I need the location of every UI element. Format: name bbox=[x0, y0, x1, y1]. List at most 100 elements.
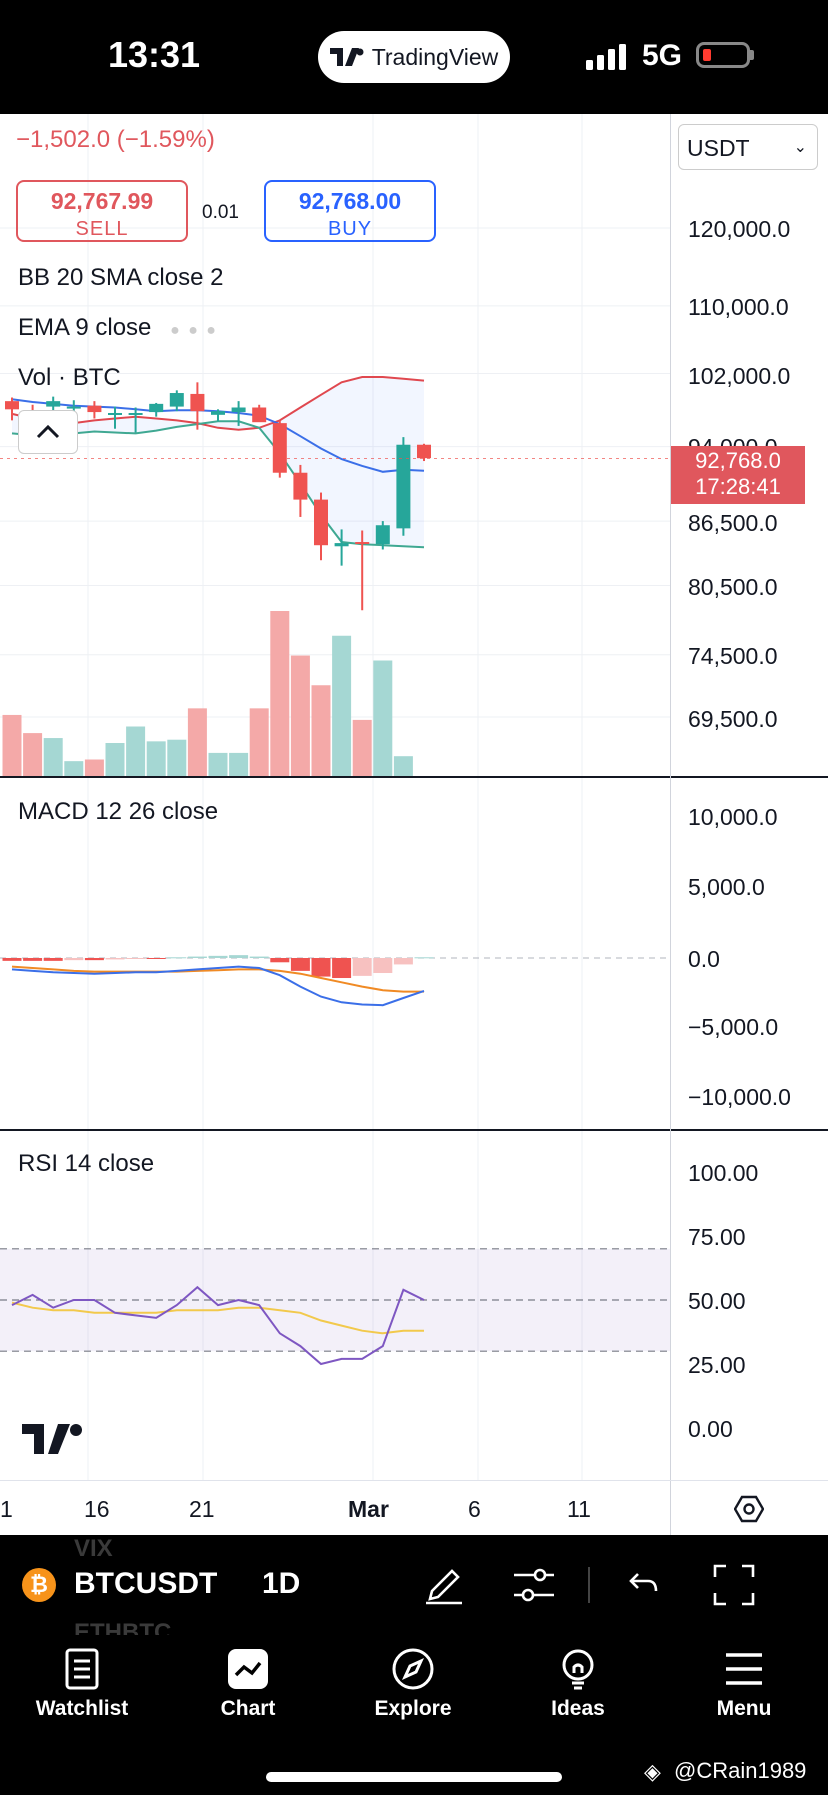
ghost-symbol: VIX bbox=[74, 1535, 113, 1562]
volume-bar bbox=[105, 743, 125, 776]
nav-chart[interactable]: Chart bbox=[178, 1647, 318, 1721]
battery-icon bbox=[696, 42, 750, 68]
rsi-axis-label: 25.00 bbox=[688, 1352, 746, 1378]
candle-body bbox=[231, 407, 246, 413]
pane-divider[interactable] bbox=[0, 1129, 828, 1131]
buy-button[interactable]: 92,768.00 BUY bbox=[264, 180, 436, 242]
indicator-label-ema[interactable]: EMA 9 close ● ● ● bbox=[18, 314, 218, 342]
lightbulb-icon bbox=[562, 1649, 594, 1690]
symbol-toolbar: VIX ETHBTC ₿ BTCUSDT 1D bbox=[0, 1535, 828, 1646]
macd-histogram-bar bbox=[332, 958, 352, 979]
fullscreen-icon[interactable] bbox=[712, 1563, 756, 1607]
macd-histogram-bar bbox=[126, 958, 146, 959]
interval-button[interactable]: 1D bbox=[262, 1567, 301, 1600]
indicator-label-bb[interactable]: BB 20 SMA close 2 bbox=[18, 264, 224, 291]
compass-icon bbox=[392, 1648, 434, 1690]
chevron-down-icon: ⌄ bbox=[793, 139, 807, 156]
candle-body bbox=[417, 444, 431, 459]
volume-bar bbox=[43, 738, 63, 776]
nav-ideas[interactable]: Ideas bbox=[508, 1647, 648, 1721]
indicator-label-vol[interactable]: Vol · BTC bbox=[18, 364, 121, 391]
candle-body bbox=[87, 405, 102, 413]
candle-body bbox=[128, 412, 143, 415]
macd-histogram-bar bbox=[414, 957, 434, 959]
volume-bar bbox=[187, 708, 207, 776]
indicator-label-ema-text: EMA 9 close bbox=[18, 314, 152, 341]
nav-label: Ideas bbox=[551, 1697, 605, 1720]
chart-settings-icon[interactable] bbox=[734, 1494, 764, 1524]
nav-label: Chart bbox=[220, 1697, 276, 1720]
time-axis-label: 21 bbox=[189, 1496, 215, 1522]
macd-axis-label: 0.0 bbox=[688, 946, 720, 972]
binance-logo-icon: ◈ bbox=[644, 1759, 661, 1784]
current-price: 92,768.0 bbox=[695, 448, 781, 473]
volume-bar bbox=[208, 752, 228, 776]
price-axis-label: 110,000.0 bbox=[688, 294, 789, 320]
volume-bar bbox=[270, 611, 290, 776]
time-axis-label: 1 bbox=[0, 1496, 13, 1522]
candle-body bbox=[272, 423, 287, 473]
undo-icon[interactable] bbox=[626, 1567, 660, 1601]
nav-watchlist[interactable]: Watchlist bbox=[12, 1647, 152, 1721]
collapse-legend-button[interactable] bbox=[18, 410, 78, 454]
volume-bar bbox=[64, 761, 84, 776]
candle-body bbox=[190, 393, 205, 412]
macd-histogram-bar bbox=[84, 958, 104, 961]
current-price-tag: 92,768.0 17:28:41 bbox=[671, 446, 805, 504]
symbol-name[interactable]: BTCUSDT bbox=[74, 1567, 218, 1600]
candle-body bbox=[355, 542, 370, 545]
volume-bar bbox=[146, 741, 166, 776]
tradingview-logo-icon bbox=[329, 48, 364, 66]
macd-histogram-bar bbox=[373, 958, 393, 974]
tradingview-pill-label: TradingView bbox=[371, 43, 499, 70]
macd-histogram-bar bbox=[43, 958, 63, 961]
macd-axis-label: −5,000.0 bbox=[688, 1014, 779, 1040]
macd-histogram-bar bbox=[311, 958, 331, 977]
sell-button[interactable]: 92,767.99 SELL bbox=[16, 180, 188, 242]
watchlist-icon bbox=[65, 1648, 99, 1690]
volume-bar bbox=[229, 752, 249, 776]
macd-histogram-bar bbox=[105, 958, 125, 960]
nav-label: Menu bbox=[716, 1697, 772, 1720]
sell-label: SELL bbox=[75, 218, 129, 240]
pen-icon[interactable] bbox=[422, 1563, 466, 1607]
nav-explore[interactable]: Explore bbox=[343, 1647, 483, 1721]
spread: 0.01 bbox=[202, 202, 239, 223]
indicators-icon[interactable] bbox=[512, 1565, 556, 1605]
toolbar-divider bbox=[588, 1567, 590, 1603]
macd-histogram-bar bbox=[167, 957, 187, 959]
more-dots-icon[interactable]: ● ● ● bbox=[170, 322, 218, 339]
chevron-up-icon bbox=[36, 424, 60, 439]
candle-body bbox=[5, 401, 19, 410]
currency-select[interactable]: USDT ⌄ bbox=[678, 124, 818, 170]
watermark: @CRain1989 bbox=[674, 1758, 807, 1783]
nav-label: Watchlist bbox=[35, 1697, 129, 1720]
volume-bar bbox=[2, 714, 22, 776]
volume-bar bbox=[84, 759, 104, 776]
bottom-nav: Watchlist Chart Explore Ideas Menu ◈ bbox=[0, 1635, 828, 1795]
chart-canvas[interactable] bbox=[0, 114, 828, 1535]
volume-bar bbox=[311, 685, 331, 776]
home-indicator[interactable] bbox=[266, 1772, 562, 1782]
volume-bar bbox=[290, 655, 310, 776]
candles bbox=[0, 382, 670, 611]
candle-body bbox=[211, 411, 225, 415]
macd-histogram-bar bbox=[146, 958, 166, 959]
price-axis-label: 86,500.0 bbox=[688, 510, 778, 536]
candle-body bbox=[293, 472, 308, 500]
volume-bar bbox=[393, 756, 413, 776]
macd-histogram-bar bbox=[23, 958, 43, 961]
tradingview-pill: TradingView bbox=[318, 31, 510, 83]
indicator-label-macd[interactable]: MACD 12 26 close bbox=[18, 798, 219, 825]
price-axis-label: 120,000.0 bbox=[688, 216, 791, 242]
candle-body bbox=[149, 403, 164, 413]
pane-divider[interactable] bbox=[0, 776, 828, 778]
indicator-label-rsi[interactable]: RSI 14 close bbox=[18, 1150, 155, 1177]
macd-pane-plot bbox=[0, 955, 670, 1007]
time-axis-divider bbox=[0, 1480, 828, 1481]
macd-histogram-bar bbox=[270, 958, 290, 963]
hamburger-menu-icon bbox=[726, 1653, 762, 1685]
candle-body bbox=[334, 543, 349, 547]
tradingview-watermark-icon[interactable] bbox=[22, 1424, 82, 1454]
nav-menu[interactable]: Menu bbox=[674, 1647, 814, 1721]
